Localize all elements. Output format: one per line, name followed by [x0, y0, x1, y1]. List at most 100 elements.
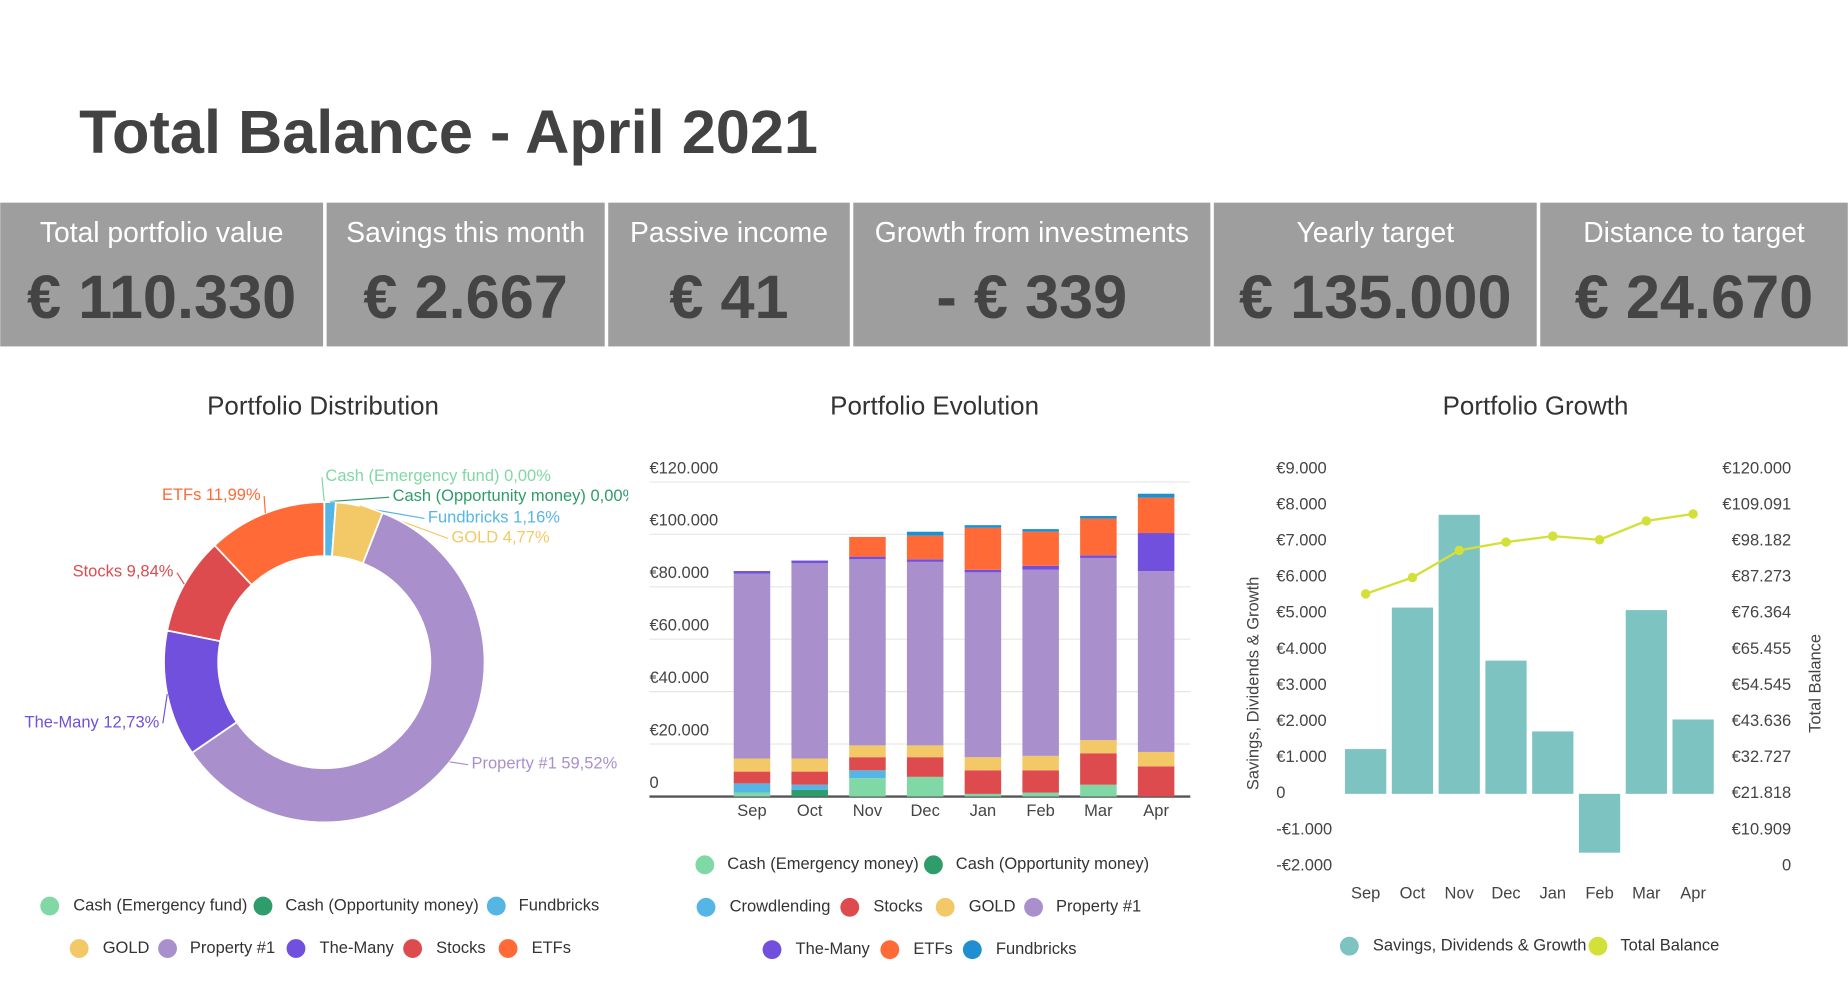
legend-marker [962, 940, 982, 960]
x-tick-label: Oct [797, 802, 823, 820]
bar-segment [1080, 740, 1117, 754]
bar [1438, 514, 1480, 794]
y-tick-label: €20.000 [649, 721, 709, 739]
legend-marker [69, 939, 89, 958]
slice-name: Stocks [73, 563, 122, 581]
bar-segment [849, 536, 886, 557]
y-tick-label: €9.000 [1276, 459, 1326, 477]
bar-segment [1022, 531, 1059, 566]
bar-segment [791, 771, 828, 785]
bar-segment [1022, 569, 1059, 756]
kpi-value: € 2.667 [363, 263, 567, 331]
bar-segment [1137, 497, 1175, 534]
y2-tick-label: €43.636 [1732, 712, 1792, 730]
y2-tick-label: €10.909 [1732, 820, 1792, 838]
kpi-label: Passive income [630, 216, 828, 248]
kpi-box [0, 202, 324, 347]
legend-label: Cash (Opportunity money) [285, 896, 478, 914]
x-tick-label: Apr [1680, 885, 1706, 903]
bar-segment [964, 527, 1002, 570]
legend-label: Cash (Opportunity money) [956, 855, 1149, 873]
bar-segment [791, 560, 828, 564]
line [1365, 512, 1694, 595]
y2-tick-label: €120.000 [1722, 459, 1791, 477]
bar-segment [1080, 515, 1117, 519]
bar-segment [1022, 755, 1059, 771]
x-tick-label: Dec [911, 802, 940, 820]
legend-marker [403, 939, 423, 958]
x-tick-label: Mar [1632, 885, 1661, 903]
legend-label: Cash (Emergency money) [727, 855, 918, 873]
chart-title: Portfolio Evolution [830, 393, 1039, 421]
pie: Cash (Emergency fund) 0,00%Cash (Opportu… [25, 468, 628, 824]
kpi-box [1213, 202, 1537, 347]
legend-label: Stocks [873, 898, 922, 916]
bar-segment [906, 745, 944, 758]
y-tick-label: €60.000 [649, 617, 709, 635]
y-tick-label: 0 [649, 774, 658, 792]
x-tick-label: Sep [737, 802, 766, 820]
y-tick-label: €100.000 [649, 512, 718, 530]
kpi-value: € 41 [669, 263, 788, 331]
bar-segment [906, 561, 944, 746]
legend-marker [286, 939, 306, 958]
leader-line [449, 761, 469, 766]
slice-label: GOLD 4,77% [452, 529, 550, 547]
legend-marker [880, 940, 900, 960]
y2-tick-label: €76.364 [1732, 604, 1792, 622]
x-tick-label: Mar [1084, 802, 1113, 820]
legend-label: Total Balance [1620, 937, 1719, 955]
line-point [1548, 531, 1558, 541]
legend-marker [498, 939, 518, 958]
bar-segment [906, 559, 944, 562]
pie-slice [213, 501, 326, 587]
bar-segment [733, 758, 771, 772]
x-tick-label: Dec [1491, 885, 1520, 903]
kpi-box [853, 202, 1211, 347]
y-tick-label: €4.000 [1276, 640, 1326, 658]
y2-axis-title: Total Balance [1806, 634, 1824, 733]
y-tick-label: €6.000 [1276, 568, 1326, 586]
kpi-label: Total portfolio value [40, 216, 284, 248]
x-tick-label: Jan [970, 802, 997, 820]
y-tick-label: €5.000 [1276, 604, 1326, 622]
chart-title: Portfolio Growth [1443, 393, 1629, 421]
bar-segment [849, 770, 886, 779]
legend-marker [840, 897, 860, 917]
line-point [1688, 509, 1698, 519]
y-tick-label: €80.000 [649, 564, 709, 582]
legend-marker [924, 855, 943, 875]
leader-line [324, 496, 390, 503]
leader-line [176, 572, 185, 585]
legend-marker [253, 896, 273, 916]
y-tick-label: €40.000 [649, 669, 709, 687]
line-point [1641, 516, 1652, 526]
y2-tick-label: 0 [1782, 856, 1791, 874]
x-tick-label: Sep [1351, 885, 1380, 903]
slice-label: Property #1 59,52% [472, 755, 618, 773]
y-tick-label: €1.000 [1276, 748, 1326, 766]
bar-segment [1137, 493, 1175, 498]
bar [1345, 749, 1387, 794]
slice-value: 11,99% [206, 486, 261, 504]
bar-segment [849, 745, 886, 758]
bar [1532, 731, 1574, 794]
kpi-label: Growth from investments [875, 216, 1189, 248]
x-tick-label: Feb [1026, 802, 1054, 820]
bar-segment [906, 757, 944, 777]
line-point [1407, 572, 1418, 583]
leader-line [321, 477, 325, 503]
legend-label: Fundbricks [519, 896, 600, 914]
legend-label: Property #1 [1056, 898, 1141, 916]
kpi-box [326, 202, 605, 347]
slice-name: ETFs [162, 486, 201, 504]
slice-label: The-Many 12,73% [25, 714, 160, 732]
bar-segment [849, 556, 886, 560]
legend-marker [935, 897, 955, 917]
kpi-label: Distance to target [1583, 216, 1805, 248]
leader-line [162, 694, 168, 724]
bar [1485, 660, 1527, 794]
kpi-label: Savings this month [346, 216, 585, 248]
y2-tick-label: €109.091 [1722, 495, 1791, 513]
x-tick-label: Nov [853, 802, 883, 820]
